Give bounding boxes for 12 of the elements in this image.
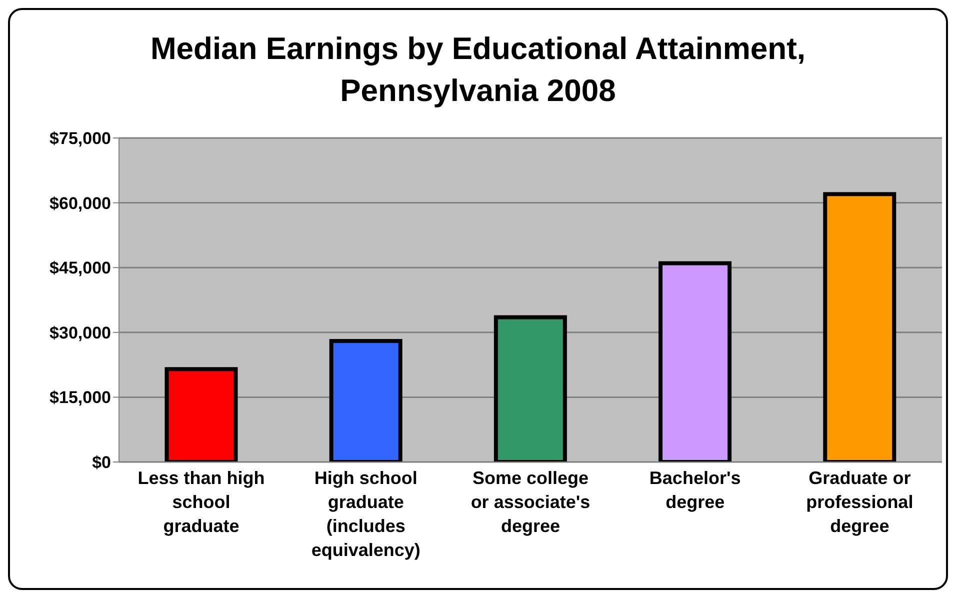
y-tick-label: $75,000 — [50, 129, 111, 148]
y-tick-label: $30,000 — [50, 323, 111, 342]
y-tick-label: $60,000 — [50, 194, 111, 213]
y-tick-label: $0 — [92, 453, 111, 472]
y-tick-label: $15,000 — [50, 388, 111, 408]
y-tick-label: $45,000 — [50, 258, 111, 278]
x-tick-label: High school graduate (includes equivalency) — [311, 468, 420, 560]
x-tick-label: Less than high school graduate — [138, 468, 265, 536]
x-tick-label: Bachelor's degree — [649, 468, 741, 512]
x-tick-label: Graduate or professional degree — [806, 468, 914, 536]
chart-title: Median Earnings by Educational Attainment, Pennsylvania 2008 — [149, 30, 807, 110]
x-tick-label: Some college or associate's degree — [470, 468, 590, 536]
